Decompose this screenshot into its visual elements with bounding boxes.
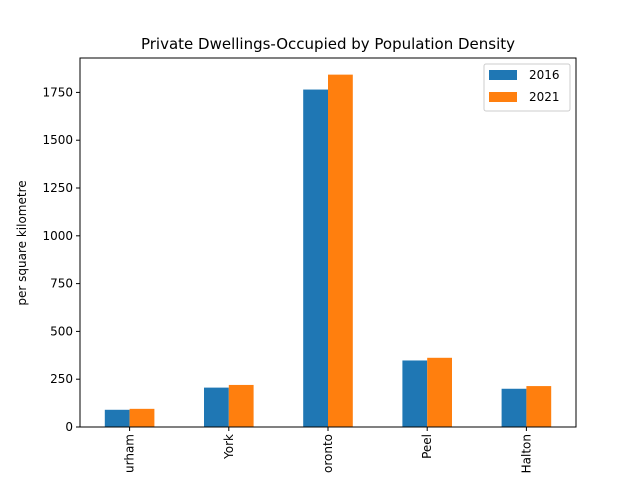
bar-2021-halton — [526, 386, 552, 427]
legend-swatch-2016 — [489, 70, 517, 80]
y-tick-label: 1750 — [42, 85, 73, 99]
x-ticks-group: urham York oronto Peel Halton — [123, 427, 533, 473]
legend: 2016 2021 — [483, 63, 571, 112]
bar-2021-york — [228, 384, 254, 427]
legend-label-2016: 2016 — [529, 68, 560, 82]
y-ticks-group: 0 250 500 750 1000 1250 1500 1750 — [42, 85, 80, 434]
x-tick-label-york: York — [222, 434, 236, 460]
x-tick-label-durham: urham — [123, 434, 137, 473]
y-tick-label: 750 — [50, 277, 73, 291]
x-tick-label-toronto: oronto — [321, 434, 335, 473]
x-tick-label-peel: Peel — [420, 434, 434, 459]
y-tick-label: 1500 — [42, 133, 73, 147]
y-tick-label: 250 — [50, 372, 73, 386]
legend-label-2021: 2021 — [529, 90, 560, 104]
plot-frame — [79, 57, 577, 428]
bar-2021-peel — [427, 357, 452, 427]
bar-2016-halton — [501, 388, 527, 427]
chart-title: Private Dwellings-Occupied by Population… — [141, 35, 515, 53]
bars-group — [104, 74, 552, 428]
x-tick-label-halton: Halton — [519, 434, 533, 473]
bar-2016-durham — [104, 409, 130, 427]
y-tick-label: 1250 — [42, 181, 73, 195]
y-tick-label: 1000 — [42, 229, 73, 243]
y-tick-label: 0 — [65, 420, 73, 434]
bar-2016-toronto — [303, 89, 328, 428]
bar-2016-peel — [402, 360, 428, 427]
y-axis-label: per square kilometre — [15, 180, 29, 305]
legend-swatch-2021 — [489, 92, 517, 102]
y-tick-label: 500 — [50, 324, 73, 338]
bar-2016-york — [204, 387, 229, 427]
bar-2021-toronto — [328, 74, 353, 427]
bar-2021-durham — [129, 408, 155, 427]
